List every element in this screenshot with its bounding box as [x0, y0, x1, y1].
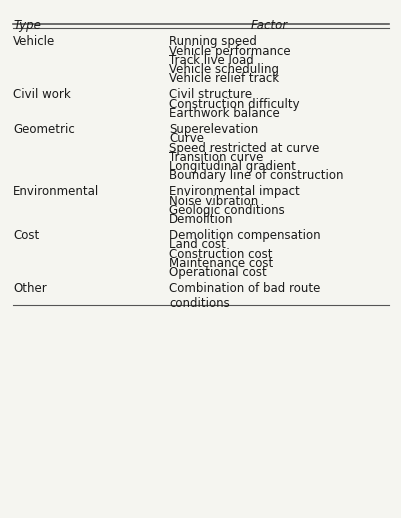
Text: Cost: Cost: [13, 229, 40, 242]
Text: Land cost: Land cost: [169, 238, 225, 251]
Text: Vehicle relief track: Vehicle relief track: [169, 73, 278, 85]
Text: Other: Other: [13, 282, 47, 295]
Text: Factor: Factor: [249, 19, 287, 33]
Text: Vehicle scheduling: Vehicle scheduling: [169, 63, 278, 76]
Text: Demolition: Demolition: [169, 213, 233, 226]
Text: Geologic conditions: Geologic conditions: [169, 204, 284, 217]
Text: Curve: Curve: [169, 132, 204, 145]
Text: Combination of bad route
conditions: Combination of bad route conditions: [169, 282, 320, 310]
Text: Track live load: Track live load: [169, 54, 253, 67]
Text: Earthwork balance: Earthwork balance: [169, 107, 279, 120]
Text: Vehicle performance: Vehicle performance: [169, 45, 290, 57]
Text: Environmental impact: Environmental impact: [169, 185, 299, 198]
Text: Type: Type: [13, 19, 41, 33]
Text: Civil structure: Civil structure: [169, 89, 251, 102]
Text: Superelevation: Superelevation: [169, 123, 258, 136]
Text: Longitudinal gradient: Longitudinal gradient: [169, 160, 295, 173]
Text: Running speed: Running speed: [169, 35, 256, 48]
Text: Construction difficulty: Construction difficulty: [169, 98, 299, 111]
Text: Construction cost: Construction cost: [169, 248, 272, 261]
Text: Civil work: Civil work: [13, 89, 71, 102]
Text: Vehicle: Vehicle: [13, 35, 55, 48]
Text: Demolition compensation: Demolition compensation: [169, 229, 320, 242]
Text: Maintenance cost: Maintenance cost: [169, 257, 273, 270]
Text: Noise vibration: Noise vibration: [169, 195, 258, 208]
Text: Speed restricted at curve: Speed restricted at curve: [169, 141, 319, 154]
Text: Environmental: Environmental: [13, 185, 99, 198]
Text: Transition curve: Transition curve: [169, 151, 263, 164]
Text: Boundary line of construction: Boundary line of construction: [169, 169, 343, 182]
Text: Operational cost: Operational cost: [169, 266, 266, 279]
Text: Geometric: Geometric: [13, 123, 75, 136]
